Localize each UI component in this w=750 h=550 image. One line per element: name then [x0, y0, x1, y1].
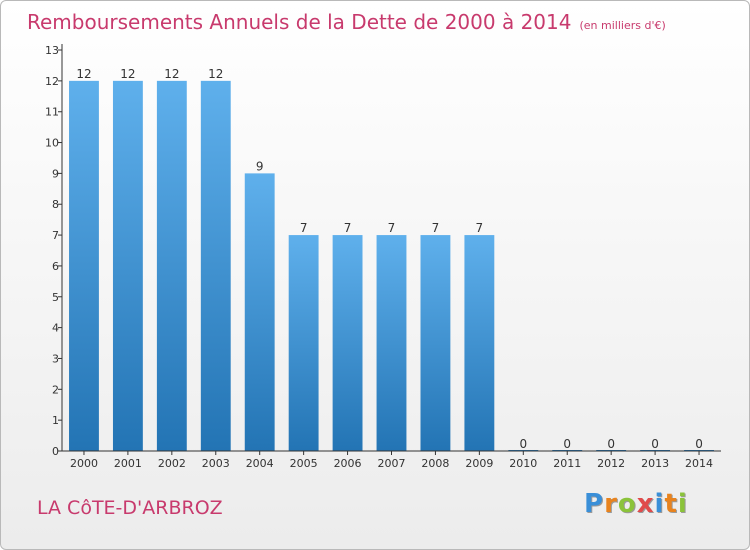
x-axis: 2000 2001 2002 2003 2004 2005 2006 2007 2008 2009…	[62, 450, 721, 470]
bar-2002	[156, 80, 187, 451]
y-tick-label: 9	[52, 167, 59, 180]
y-tick-label: 3	[52, 352, 59, 365]
x-tick-label-2007: 2007	[378, 457, 406, 470]
logo-letter: i	[654, 489, 665, 519]
x-tick-label-2004: 2004	[246, 457, 274, 470]
y-tick-label: 2	[52, 383, 59, 396]
logo-letter: o	[617, 489, 637, 519]
bar-2007	[376, 235, 407, 451]
x-tick-label-2013: 2013	[641, 457, 669, 470]
data-label-2002: 12	[164, 67, 179, 81]
chart-unit: (en milliers d'€)	[579, 19, 666, 32]
logo-letter: t	[664, 489, 678, 519]
chart-title-text: Remboursements Annuels de la Dette de 20…	[27, 10, 572, 34]
x-tick-label-2009: 2009	[465, 457, 493, 470]
data-label-2010: 0	[519, 437, 527, 451]
data-label-2012: 0	[607, 437, 615, 451]
x-tick-label-2003: 2003	[202, 457, 230, 470]
y-tick-label: 8	[52, 198, 59, 211]
x-tick-label-2011: 2011	[553, 457, 581, 470]
x-tick-label-2005: 2005	[290, 457, 318, 470]
data-labels: 12 12 12 12 9 7 7 7 7 7 0 0 0 0 0	[76, 67, 703, 451]
commune-name: LA CôTE-D'ARBROZ	[37, 497, 223, 519]
data-label-2005: 7	[300, 221, 308, 235]
data-label-2008: 7	[432, 221, 440, 235]
data-label-2000: 12	[76, 67, 91, 81]
logo-letter: r	[604, 489, 618, 519]
data-label-2006: 7	[344, 221, 352, 235]
x-tick-label-2012: 2012	[597, 457, 625, 470]
data-label-2007: 7	[388, 221, 396, 235]
y-tick-label: 6	[52, 260, 59, 273]
bars	[69, 80, 714, 451]
x-tick-label-2014: 2014	[685, 457, 713, 470]
data-label-2014: 0	[695, 437, 703, 451]
logo-letter: x	[636, 489, 655, 519]
data-label-2004: 9	[256, 159, 264, 173]
y-tick-label: 4	[52, 322, 59, 335]
logo-letter: P	[584, 489, 605, 519]
bar-2005	[288, 235, 319, 451]
y-tick-label: 12	[45, 75, 59, 88]
bar-2004	[244, 173, 275, 451]
x-tick-label-2002: 2002	[158, 457, 186, 470]
data-label-2011: 0	[563, 437, 571, 451]
x-tick-label-2008: 2008	[421, 457, 449, 470]
data-label-2003: 12	[208, 67, 223, 81]
chart-title: Remboursements Annuels de la Dette de 20…	[27, 10, 666, 34]
y-tick-label: 0	[52, 445, 59, 458]
logo-letter: i	[677, 489, 688, 519]
bar-2006	[332, 235, 363, 451]
data-label-2009: 7	[476, 221, 484, 235]
x-tick-label-2001: 2001	[114, 457, 142, 470]
y-tick-label: 11	[45, 106, 59, 119]
x-tick-label-2006: 2006	[334, 457, 362, 470]
bar-2008	[420, 235, 451, 451]
data-label-2001: 12	[120, 67, 135, 81]
y-tick-label: 13	[45, 44, 59, 57]
proxiti-logo: Proxiti	[584, 489, 688, 519]
bar-2001	[112, 80, 143, 451]
data-label-2013: 0	[651, 437, 659, 451]
y-tick-label: 1	[52, 414, 59, 427]
y-tick-label: 7	[52, 229, 59, 242]
x-tick-label-2000: 2000	[70, 457, 98, 470]
bar-2003	[200, 80, 231, 451]
y-tick-label: 10	[45, 137, 59, 150]
y-tick-label: 5	[52, 291, 59, 304]
bar-2009	[464, 235, 495, 451]
x-tick-label-2010: 2010	[509, 457, 537, 470]
bar-2000	[69, 80, 99, 451]
